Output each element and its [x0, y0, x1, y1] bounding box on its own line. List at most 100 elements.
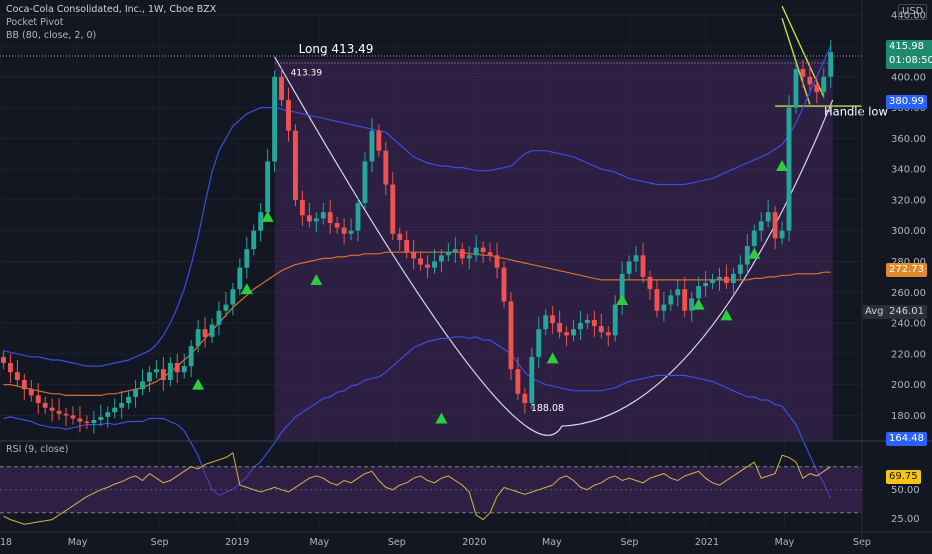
y-tick-label: 280.00 — [891, 257, 926, 268]
candle-body — [758, 221, 764, 231]
y-tick-label: 240.00 — [891, 319, 926, 330]
candle-body — [557, 323, 563, 333]
y-tick-label: 260.00 — [891, 288, 926, 299]
y-tick-label: 300.00 — [891, 226, 926, 237]
indicator-pocket-pivot[interactable]: Pocket Pivot — [6, 17, 64, 28]
candle-body — [793, 69, 799, 108]
y-tick-label: 340.00 — [891, 165, 926, 176]
candle-body — [383, 150, 389, 185]
x-tick-label: Sep — [388, 537, 406, 548]
candle-body — [432, 261, 437, 268]
candle-body — [466, 255, 472, 259]
candle-body — [571, 329, 576, 336]
candle-body — [355, 202, 361, 231]
candle-body — [369, 130, 375, 162]
candle-body — [494, 255, 500, 268]
pocket-pivot-marker — [546, 352, 559, 364]
candle-body — [77, 418, 83, 422]
candle-body — [313, 218, 319, 222]
x-tick-label: May — [309, 537, 329, 548]
candle-body — [244, 249, 250, 268]
rsi-y-tick-label: 50.00 — [891, 485, 920, 496]
candle-body — [522, 393, 528, 404]
candle-body — [501, 267, 507, 302]
bb-upper-line — [3, 45, 832, 367]
candle-body — [223, 304, 229, 311]
candle-body — [459, 249, 465, 259]
candle-body — [42, 403, 48, 408]
candle-body — [63, 413, 69, 416]
candle-body — [508, 301, 514, 370]
bar-countdown: 01:08:50 — [889, 55, 932, 66]
candle-body — [49, 407, 55, 411]
candle-body — [550, 315, 556, 324]
rsi-value-label: 69.75 — [886, 470, 921, 484]
candle-body — [258, 212, 264, 231]
candle-body — [473, 247, 479, 256]
candle-body — [515, 369, 521, 394]
candle-body — [633, 255, 639, 262]
indicator-bollinger[interactable]: BB (80, close, 2, 0) — [6, 30, 97, 41]
candle-body — [91, 419, 97, 424]
candle-body — [689, 298, 695, 311]
candle-body — [119, 403, 125, 408]
candle-body — [28, 389, 34, 396]
candle-body — [529, 356, 535, 404]
candle-body — [299, 199, 305, 216]
x-tick-label: May — [775, 537, 795, 548]
candle-body — [696, 286, 702, 299]
rsi-title[interactable]: RSI (9, close) — [6, 444, 69, 455]
candle-body — [112, 407, 118, 413]
candle-body — [334, 223, 340, 228]
chart-title: Coca-Cola Consolidated, Inc., 1W, Cboe B… — [6, 4, 217, 15]
candle-body — [126, 396, 132, 404]
y-tick-label: 220.00 — [891, 349, 926, 360]
candle-body — [404, 239, 410, 253]
candle-body — [578, 323, 583, 330]
candle-body — [153, 369, 159, 373]
candle-body — [160, 369, 166, 380]
pocket-pivot-marker — [310, 273, 323, 285]
candle-body — [320, 212, 326, 219]
candle-body — [306, 215, 312, 222]
candle-body — [598, 326, 604, 333]
candle-body — [640, 255, 646, 277]
x-tick-label: Sep — [620, 537, 638, 548]
long-position-zone — [274, 62, 833, 440]
candle-body — [216, 310, 222, 325]
candle-body — [147, 372, 152, 382]
y-tick-label: 180.00 — [891, 411, 926, 422]
candle-body — [35, 395, 41, 404]
candle-body — [584, 319, 590, 324]
candle-body — [675, 289, 681, 296]
candle-body — [807, 76, 813, 85]
candle-body — [251, 230, 257, 250]
candle-body — [828, 52, 834, 77]
candle-body — [327, 212, 333, 223]
candle-body — [195, 329, 201, 347]
candle-body — [390, 184, 396, 234]
currency-button[interactable]: USD — [898, 4, 928, 20]
rsi-line — [3, 452, 831, 525]
candle-body — [1, 356, 6, 364]
candle-body — [786, 107, 792, 231]
candle-body — [661, 304, 667, 311]
y-tick-label: 320.00 — [891, 195, 926, 206]
candle-body — [272, 76, 278, 162]
long-position-top — [274, 58, 833, 63]
candle-body — [480, 247, 486, 253]
avg-tag: Avg — [862, 305, 887, 319]
candle-body — [279, 76, 284, 100]
candle-body — [821, 76, 827, 93]
candle-body — [619, 273, 625, 305]
candle-body — [348, 230, 354, 234]
candle-body — [605, 332, 611, 336]
candle-body — [411, 252, 417, 259]
candle-body — [56, 410, 62, 414]
candle-body — [397, 233, 403, 240]
candle-body — [265, 161, 271, 213]
candle-body — [286, 99, 291, 131]
candle-body — [717, 276, 722, 280]
